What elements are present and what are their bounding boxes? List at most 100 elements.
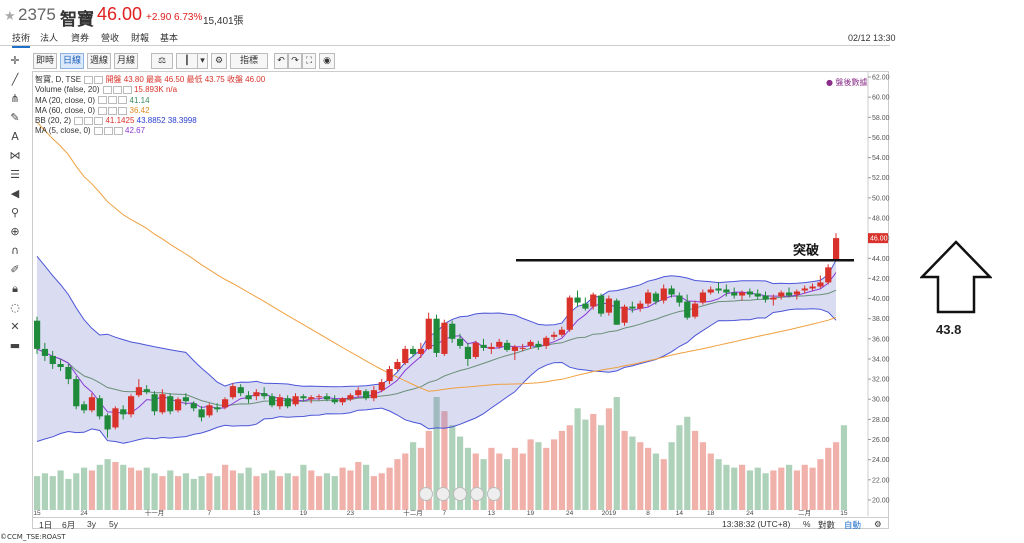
- x-axis-label: 十二月: [403, 508, 423, 517]
- candle-body: [151, 394, 158, 412]
- chart-nav-button[interactable]: [470, 487, 484, 501]
- camera-icon[interactable]: ◉: [319, 53, 335, 69]
- range-6m[interactable]: 6月: [62, 520, 76, 530]
- candle-body: [34, 320, 41, 349]
- lock-icon[interactable]: 🔒︎: [12, 282, 18, 295]
- pattern-icon[interactable]: ⋈: [9, 149, 21, 162]
- crosshair-icon[interactable]: ✛: [10, 54, 20, 67]
- remove-tools-icon[interactable]: ✕: [10, 320, 20, 333]
- candle-body: [613, 300, 620, 325]
- chevron-down-icon[interactable]: ▾: [197, 53, 208, 69]
- chart-nav-button[interactable]: [453, 487, 467, 501]
- info-tabs: 技術 法人 資券 營收 財報 基本: [0, 31, 1024, 48]
- candle-body: [598, 295, 605, 314]
- x-axis-label: 19: [300, 510, 308, 517]
- chart-nav-button[interactable]: [487, 487, 501, 501]
- text-tool-icon[interactable]: A: [11, 130, 19, 143]
- percent-scale-toggle[interactable]: %: [803, 519, 811, 529]
- volume-bar: [793, 470, 801, 510]
- volume-bar: [167, 470, 174, 510]
- log-scale-toggle[interactable]: 對數: [818, 520, 836, 530]
- weekly-button[interactable]: 週線: [87, 53, 111, 69]
- tab-technical[interactable]: 技術: [12, 31, 31, 48]
- volume-bar: [809, 467, 816, 510]
- range-5y[interactable]: 5y: [109, 519, 118, 529]
- price-axis-label: 32.00: [872, 377, 890, 384]
- chart-nav-button[interactable]: [419, 487, 433, 501]
- magnet-icon[interactable]: ∩: [10, 244, 20, 257]
- legend-ma20-row: MA (20, close, 0) 41.14: [35, 96, 265, 106]
- tab-institutional[interactable]: 法人: [40, 34, 59, 44]
- volume-bar: [684, 416, 691, 510]
- range-3y[interactable]: 3y: [87, 519, 96, 529]
- zoom-icon[interactable]: ⚲: [10, 206, 20, 219]
- candle-body: [464, 346, 472, 359]
- volume-bar: [504, 459, 511, 510]
- volume-bar: [198, 476, 205, 510]
- redo-icon[interactable]: ↷: [288, 53, 302, 69]
- legend-ma60-row: MA (60, close, 0) 36.42: [35, 106, 265, 116]
- range-1d[interactable]: 1日: [39, 520, 53, 530]
- ruler-icon[interactable]: ✐: [10, 263, 20, 276]
- candle-body: [41, 348, 49, 356]
- monthly-button[interactable]: 月線: [114, 53, 138, 69]
- candle-body: [809, 286, 816, 289]
- brush-icon[interactable]: ✎: [10, 111, 20, 124]
- tab-revenue[interactable]: 營收: [101, 34, 120, 44]
- volume-bar: [417, 447, 425, 510]
- pitchfork-icon[interactable]: ⋔: [10, 92, 20, 105]
- arrow-tool-icon[interactable]: ◀: [10, 187, 20, 200]
- candle-body: [128, 396, 135, 415]
- legend-box-icon: [108, 106, 118, 115]
- fib-icon[interactable]: ☰: [10, 168, 20, 181]
- tab-basic[interactable]: 基本: [160, 34, 179, 44]
- candle-type-icon[interactable]: ⚖: [151, 53, 173, 69]
- price-axis-label: 28.00: [872, 417, 890, 424]
- star-icon[interactable]: ★: [4, 9, 16, 24]
- volume-bar: [386, 467, 393, 510]
- fullscreen-icon[interactable]: ⛶: [302, 53, 316, 69]
- chart-nav-button[interactable]: [436, 487, 450, 501]
- legend-box-icon: [93, 127, 103, 136]
- volume-bar: [253, 476, 260, 510]
- volume-bar: [222, 464, 229, 510]
- tab-financials[interactable]: 財報: [131, 34, 150, 44]
- price-axis-label: 24.00: [872, 457, 890, 464]
- volume-bar: [762, 473, 769, 510]
- indicator-legend: 智寶, D, TSE 開盤 43.80 最高 46.50 最低 43.75 收盤…: [35, 75, 265, 137]
- volume-bar: [574, 408, 581, 510]
- candle-body: [65, 367, 72, 380]
- visibility-icon[interactable]: ◌: [10, 301, 20, 314]
- daily-button[interactable]: 日線: [60, 53, 84, 69]
- volume-bar: [660, 459, 667, 510]
- legend-ma5-name: MA (5, close, 0): [35, 126, 91, 136]
- after-market-link[interactable]: ● 盤後數據: [826, 78, 868, 87]
- tab-margin[interactable]: 資券: [71, 34, 90, 44]
- volume-bar: [394, 459, 401, 510]
- up-arrow-icon: [919, 240, 993, 320]
- x-axis-label: 二月: [798, 509, 811, 517]
- volume-bar: [151, 473, 158, 510]
- undo-icon[interactable]: ↶: [274, 53, 288, 69]
- watermark: ©CCM_TSE:ROAST: [0, 533, 66, 541]
- legend-box-icon: [118, 96, 128, 105]
- volume-bar: [739, 464, 746, 510]
- legend-box-icon: [98, 96, 108, 105]
- indicator-button[interactable]: 指標: [230, 53, 268, 69]
- intraday-button[interactable]: 即時: [33, 53, 57, 69]
- volume-bar: [229, 470, 237, 510]
- volume-bar: [402, 453, 409, 510]
- legend-ohlc: 開盤 43.80 最高 46.50 最低 43.75 收盤 46.00: [105, 75, 266, 84]
- candle-body: [433, 318, 440, 353]
- auto-scale-toggle[interactable]: 自動: [844, 520, 862, 530]
- settings-gear-icon[interactable]: ⚙: [211, 53, 227, 69]
- candle-body: [245, 395, 252, 400]
- settings-small-icon[interactable]: ⚙: [874, 519, 882, 529]
- measure-icon[interactable]: ⊕: [10, 225, 20, 238]
- price-axis-label: 52.00: [872, 175, 890, 182]
- volume-bar: [65, 478, 72, 510]
- x-axis-label: 2019: [602, 510, 617, 517]
- trendline-icon[interactable]: ╱: [11, 73, 19, 86]
- trash-icon[interactable]: ▬: [9, 339, 21, 352]
